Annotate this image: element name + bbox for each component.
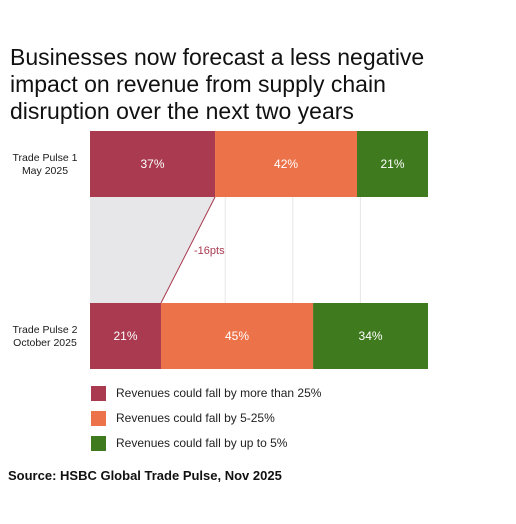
data-label: 45% — [225, 329, 249, 343]
legend-item-5-25: Revenues could fall by 5-25% — [91, 410, 321, 426]
connector-layer: -16pts — [90, 196, 225, 304]
legend-item-more-than-25: Revenues could fall by more than 25% — [91, 385, 321, 401]
category-label: Trade Pulse 2 — [13, 324, 78, 336]
category-label: Trade Pulse 1 — [13, 152, 78, 164]
data-label: 34% — [359, 329, 383, 343]
legend: Revenues could fall by more than 25% Rev… — [91, 385, 321, 460]
legend-swatch-up-to-5 — [91, 435, 106, 451]
change-connector-area — [90, 197, 216, 303]
legend-item-up-to-5: Revenues could fall by up to 5% — [91, 435, 321, 451]
bars-layer — [90, 131, 428, 369]
chart-title: Businesses now forecast a less negative … — [10, 44, 425, 124]
data-label: 21% — [380, 157, 404, 171]
data-label: 21% — [113, 329, 137, 343]
legend-label: Revenues could fall by more than 25% — [116, 386, 322, 400]
legend-swatch-more-than-25 — [91, 385, 106, 401]
bar-segment-0-0 — [90, 131, 216, 197]
legend-label: Revenues could fall by up to 5% — [116, 436, 288, 450]
bar-segment-1-0 — [90, 303, 161, 369]
data-label: 42% — [274, 157, 298, 171]
bar-segment-0-1 — [215, 131, 358, 197]
change-annotation: -16pts — [194, 245, 225, 257]
bar-segment-1-1 — [160, 303, 314, 369]
change-connector-line — [160, 196, 216, 304]
data-label: 37% — [141, 157, 165, 171]
bar-segment-0-2 — [357, 131, 428, 197]
bar-segment-1-2 — [313, 303, 428, 369]
category-label: May 2025 — [22, 165, 68, 177]
legend-label: Revenues could fall by 5-25% — [116, 411, 275, 425]
category-label: October 2025 — [13, 337, 77, 349]
source-note: Source: HSBC Global Trade Pulse, Nov 202… — [8, 468, 282, 483]
legend-swatch-5-25 — [91, 410, 106, 426]
